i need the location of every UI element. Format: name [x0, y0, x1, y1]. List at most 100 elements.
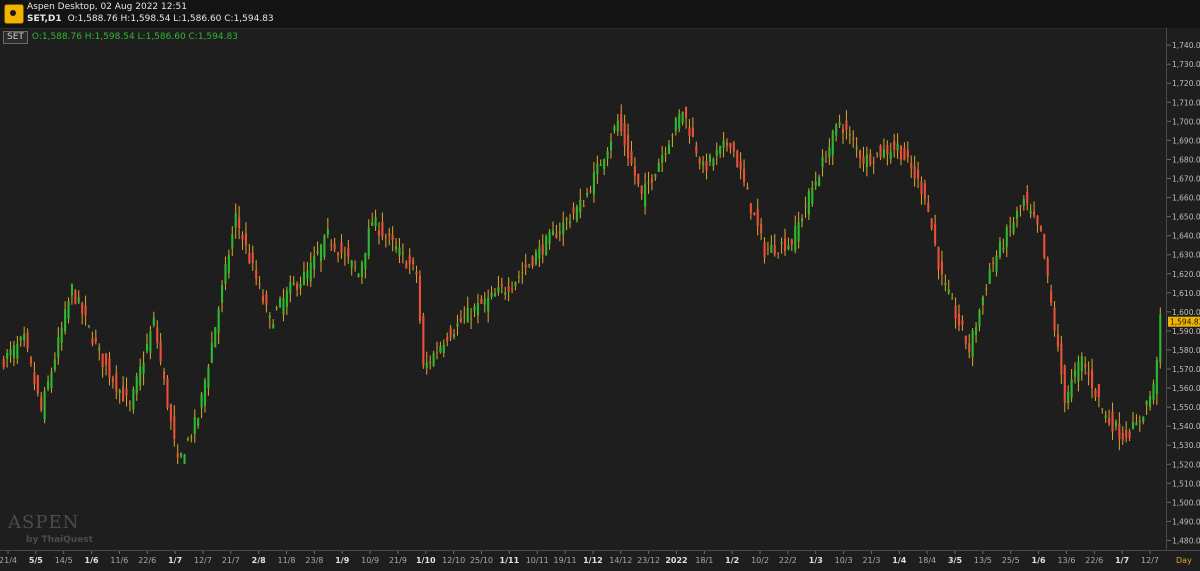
candle-body — [371, 221, 374, 226]
candle-body — [889, 152, 892, 159]
candle-body — [1005, 227, 1008, 248]
candle-body — [9, 349, 12, 356]
candle-body — [453, 333, 456, 338]
symbol-tag[interactable]: SET — [3, 31, 28, 44]
candle-body — [923, 183, 926, 199]
candle-body — [299, 283, 302, 289]
candle-body — [145, 343, 149, 352]
candle-body — [1159, 314, 1162, 363]
candle-body — [374, 217, 377, 227]
x-tick-label: 23/12 — [637, 556, 660, 565]
x-axis-unit: Day — [1176, 556, 1192, 565]
candle-body — [824, 160, 827, 162]
candle-body — [405, 262, 408, 269]
x-tick-label: 5/5 — [29, 556, 43, 565]
candle-body — [261, 295, 265, 303]
candle-body — [835, 124, 838, 136]
candle-body — [790, 239, 793, 245]
candle-body — [1002, 247, 1005, 250]
candle-body — [507, 286, 510, 292]
candle-body — [794, 225, 797, 251]
candle-body — [401, 252, 404, 254]
candle-body — [879, 145, 882, 158]
candle-body — [241, 235, 244, 240]
candle-body — [947, 289, 950, 294]
candle-body — [801, 218, 804, 222]
candle-body — [1029, 210, 1032, 215]
candle-body — [1033, 211, 1036, 216]
candle-body — [176, 452, 179, 458]
candle-body — [1056, 334, 1059, 347]
candle-body — [678, 114, 681, 129]
candle-body — [841, 129, 845, 134]
x-tick-label: 10/3 — [835, 556, 853, 565]
candle-body — [214, 327, 217, 348]
x-tick-label: 1/7 — [168, 556, 182, 565]
candle-body — [98, 347, 101, 351]
candle-body — [319, 245, 323, 262]
candle-body — [1152, 383, 1155, 400]
candle-body — [197, 418, 200, 427]
candle-body — [217, 308, 220, 334]
app-logo-icon — [4, 4, 24, 24]
candle-body — [210, 343, 213, 363]
price-chart[interactable] — [0, 28, 1166, 550]
x-tick-label: 2022 — [665, 556, 687, 565]
x-tick-label: 3/5 — [948, 556, 962, 565]
y-tick-label: 1,590.00 — [1172, 327, 1200, 336]
x-tick-label: 13/5 — [974, 556, 992, 565]
candle-body — [135, 376, 138, 394]
last-price-label: 1,594.83 — [1170, 318, 1200, 327]
candle-body — [749, 203, 752, 214]
candle-body — [429, 362, 432, 364]
candle-body — [163, 371, 166, 379]
candle-body — [586, 192, 589, 196]
candle-body — [268, 315, 271, 319]
candle-body — [1128, 431, 1131, 439]
candle-body — [551, 230, 555, 236]
candle-body — [360, 262, 363, 277]
candle-body — [729, 142, 732, 148]
candle-body — [606, 151, 609, 159]
candle-body — [272, 323, 275, 329]
candle-body — [418, 275, 421, 322]
candle-body — [381, 221, 384, 237]
price-axis[interactable]: 1,480.00 1,490.00 1,500.00 1,510.00 1,520.00… — [1166, 28, 1200, 550]
candle-body — [838, 122, 841, 126]
candle-body — [743, 168, 746, 183]
candle-body — [630, 151, 633, 164]
x-tick-label: 11/8 — [278, 556, 296, 565]
candle-body — [115, 373, 118, 392]
candle-body — [975, 326, 978, 336]
candle-body — [19, 337, 22, 341]
candle-body — [589, 190, 592, 192]
x-tick-label: 21/4 — [0, 556, 17, 565]
candle-body — [763, 242, 766, 258]
candle-body — [528, 264, 531, 266]
candle-body — [555, 233, 558, 238]
candle-body — [1149, 396, 1152, 408]
y-tick-label: 1,620.00 — [1172, 270, 1200, 279]
x-tick-label: 22/2 — [779, 556, 797, 565]
candle-body — [43, 391, 46, 420]
candle-body — [1050, 291, 1053, 303]
time-axis-labels: 21/4 5/5 14/5 1/6 11/6 22/6 1/7 12/7 21/7 2/8 11/8… — [0, 551, 1192, 565]
candle-body — [169, 404, 172, 422]
candle-body — [255, 270, 258, 279]
candle-body — [193, 417, 196, 434]
candle-body — [623, 123, 626, 146]
time-axis[interactable]: 21/4 5/5 14/5 1/6 11/6 22/6 1/7 12/7 21/7 2/8 11/8… — [0, 550, 1200, 567]
window-title: Aspen Desktop, 02 Aug 2022 12:51 — [27, 2, 187, 12]
y-tick-label: 1,690.00 — [1172, 136, 1200, 145]
candle-body — [391, 234, 394, 241]
candle-body — [753, 212, 756, 216]
candle-body — [234, 213, 237, 228]
candle-body — [364, 252, 367, 269]
candle-body — [183, 454, 186, 464]
candle-body — [125, 388, 128, 396]
candle-body — [282, 297, 285, 315]
candle-body — [548, 232, 551, 244]
candle-body — [514, 282, 517, 287]
candle-body — [74, 290, 77, 304]
candle-body — [23, 333, 26, 341]
